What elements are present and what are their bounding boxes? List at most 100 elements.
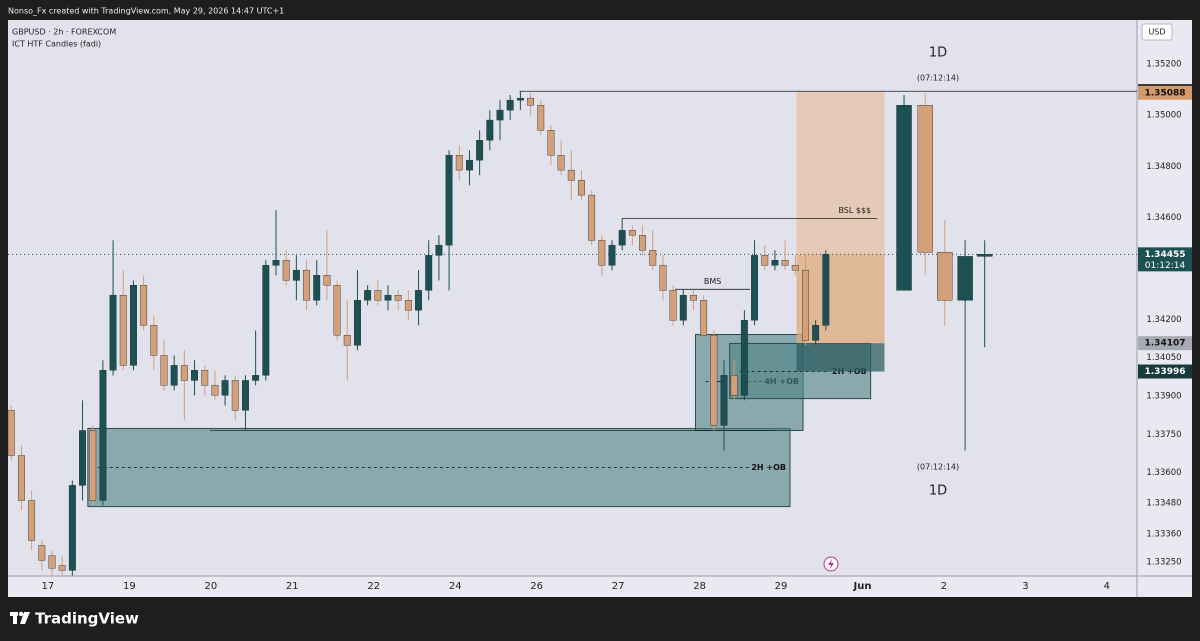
candle-body (516, 97, 524, 101)
candle-body (466, 159, 473, 171)
candle-body (150, 325, 158, 356)
candle-body (527, 97, 534, 106)
candle-body (38, 545, 46, 561)
x-tick-label: 19 (123, 581, 136, 592)
candle-body (333, 285, 341, 336)
candle-body (374, 290, 382, 301)
event-icon-bolt (828, 559, 834, 569)
candle-body (140, 285, 148, 326)
candle-body (180, 365, 188, 381)
candle-body (649, 250, 657, 266)
candle-body (364, 290, 372, 301)
candle-body (394, 294, 402, 301)
x-tick-label: 20 (204, 581, 217, 592)
candle-body (896, 105, 912, 291)
y-tick-label: 1.33360 (1146, 529, 1181, 539)
candle-body (404, 300, 412, 311)
order-block-label: 2H +OB (751, 463, 786, 472)
candle-body (170, 365, 178, 386)
price-label: 1.34455 (1145, 250, 1186, 260)
candle-body (231, 380, 239, 411)
candle-body (700, 300, 708, 336)
candle-body (740, 320, 748, 396)
open-profit-area (796, 254, 885, 344)
logo-part (18, 611, 24, 617)
y-tick-label: 1.35200 (1146, 60, 1181, 70)
indicator: ICT HTF Candles (fadi) (12, 40, 101, 49)
candle-body (476, 140, 484, 161)
candle-body (79, 430, 86, 486)
candle-body (425, 255, 433, 291)
candle-body (618, 230, 626, 246)
candle-body (241, 380, 249, 411)
candle-body (802, 269, 809, 341)
x-tick-label: 22 (367, 581, 380, 592)
candle-body (415, 290, 422, 311)
candle-body (28, 500, 36, 541)
candle-body (272, 260, 280, 266)
candle-body (211, 385, 219, 396)
candle-body (323, 275, 331, 286)
x-tick-label: 28 (693, 581, 706, 592)
candle-body (771, 260, 779, 266)
candle-body (435, 244, 443, 256)
candle-body (547, 130, 555, 156)
footer-brand: TradingView (35, 610, 139, 628)
price-scale (1137, 20, 1192, 597)
candle-body (201, 370, 209, 386)
price-label-box (1138, 364, 1192, 379)
candle-body (48, 555, 56, 569)
stop-area (796, 343, 885, 372)
y-tick-label: 1.34800 (1146, 162, 1181, 172)
symbol: GBPUSD · 2h · FOREXCOM (12, 28, 116, 37)
candle-body (812, 325, 820, 341)
candle-body (917, 105, 933, 253)
candle-body (506, 99, 514, 111)
candle-body (608, 244, 616, 266)
candle-body (639, 235, 647, 251)
candle-body (109, 294, 117, 371)
y-tick-label: 1.33480 (1146, 499, 1181, 509)
candle-body (343, 335, 351, 346)
candle-body (669, 290, 677, 321)
price-label-box (1138, 336, 1192, 351)
x-tick-label: 29 (775, 581, 788, 592)
y-tick-label: 1.35000 (1146, 111, 1181, 121)
candle-body (58, 565, 66, 571)
x-tick-label: 21 (286, 581, 299, 592)
countdown: 01:12:14 (1145, 261, 1186, 271)
y-tick-label: 1.34200 (1146, 315, 1181, 325)
candle-body (455, 155, 463, 171)
candle-body (262, 265, 270, 376)
candle-body (791, 265, 799, 271)
candle-body (160, 355, 168, 386)
x-tick-label: 26 (530, 581, 543, 592)
candle-body (588, 194, 596, 241)
level-label: BMS (704, 277, 721, 286)
price-label: 1.35088 (1145, 88, 1186, 98)
order-block (87, 427, 791, 508)
htf-label: 1D (929, 46, 947, 61)
y-tick-label: 1.33750 (1146, 430, 1181, 440)
price-label: 1.34107 (1145, 339, 1186, 349)
candle-body (384, 294, 392, 301)
candle-body (354, 300, 361, 346)
candle-body (937, 252, 953, 301)
candle-body (578, 180, 585, 196)
candle-body (129, 285, 137, 366)
logo-part (13, 612, 17, 624)
candle-body (659, 265, 667, 291)
candle-body (628, 230, 636, 236)
y-tick-label: 1.33900 (1146, 392, 1181, 402)
currency-box[interactable] (1141, 23, 1173, 41)
candle-body (730, 375, 738, 396)
y-tick-label: 1.33250 (1146, 557, 1181, 567)
candle-body (68, 485, 76, 571)
htf-label: 1D (929, 484, 947, 499)
currency[interactable]: USD (1148, 28, 1165, 37)
candle-body (976, 254, 993, 257)
candle-body (313, 275, 321, 301)
candle-body (282, 260, 290, 281)
candle-body (119, 294, 127, 366)
